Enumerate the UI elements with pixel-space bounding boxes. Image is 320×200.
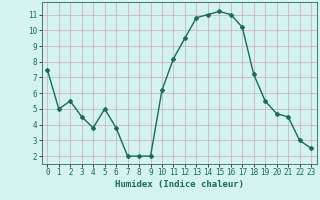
X-axis label: Humidex (Indice chaleur): Humidex (Indice chaleur) <box>115 180 244 189</box>
